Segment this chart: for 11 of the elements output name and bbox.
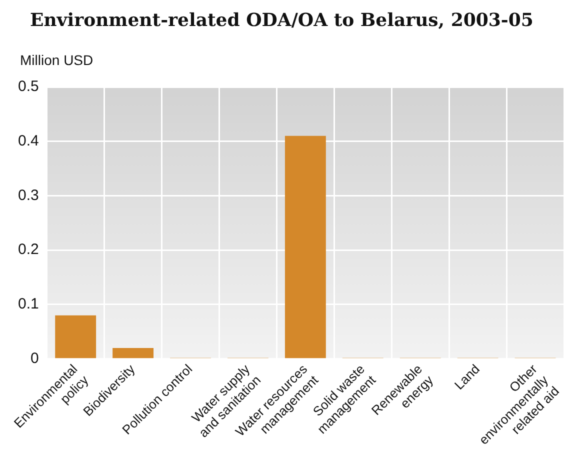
y-tick-label: 0.1 <box>18 296 39 313</box>
bar <box>112 348 154 358</box>
bar <box>284 136 326 358</box>
bar <box>55 315 96 358</box>
y-tick-label: 0.3 <box>18 186 39 204</box>
y-tick-label: 0.5 <box>18 78 39 96</box>
y-tick-label: 0 <box>30 350 39 367</box>
y-tick-label: 0.2 <box>18 241 39 258</box>
y-tick-label: 0.4 <box>18 132 39 150</box>
chart-title: Environment-related ODA/OA to Belarus, 2003-05 <box>30 10 534 31</box>
y-axis-title: Million USD <box>20 52 94 68</box>
